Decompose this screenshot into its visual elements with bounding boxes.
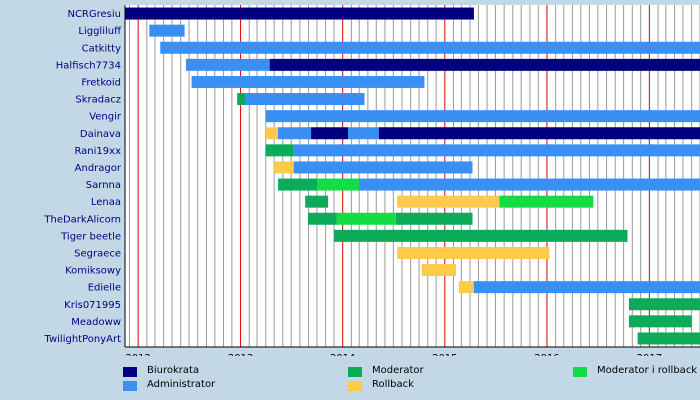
- user-label: Dainava: [80, 129, 121, 140]
- user-label: Edielle: [88, 283, 121, 294]
- role-bar-administrator: [245, 93, 365, 106]
- role-bar-administrator: [278, 127, 312, 140]
- legend-label-administrator: Administrator: [147, 379, 216, 390]
- role-bar-moderator: [237, 93, 246, 106]
- role-bar-moderator_rollback: [336, 212, 396, 225]
- role-bar-administrator: [473, 281, 700, 294]
- role-bar-moderator: [278, 178, 317, 191]
- legend-label-moderator: Moderator: [372, 365, 424, 376]
- role-bar-administrator: [191, 75, 425, 88]
- role-bar-administrator: [160, 41, 700, 54]
- role-bar-moderator: [334, 229, 628, 242]
- role-bar-rollback: [265, 127, 279, 140]
- role-bar-administrator: [359, 178, 700, 191]
- user-label: Rani19xx: [74, 146, 121, 157]
- role-bar-administrator: [293, 144, 700, 157]
- user-label: Catkitty: [82, 43, 121, 54]
- role-bar-moderator_rollback: [316, 178, 360, 191]
- role-bar-moderator: [305, 195, 329, 208]
- role-bar-moderator: [265, 144, 294, 157]
- user-label: Liggliluff: [78, 26, 122, 37]
- role-bar-rollback: [458, 281, 474, 294]
- user-label: Meadoww: [71, 317, 121, 328]
- role-bar-moderator: [628, 315, 692, 328]
- user-label: Sarnna: [86, 180, 121, 191]
- user-label: Vengir: [89, 112, 122, 123]
- legend-swatch-moderator-rollback: [573, 367, 587, 377]
- role-bar-administrator: [149, 24, 185, 37]
- role-bar-administrator: [348, 127, 379, 140]
- user-label: TwilightPonyArt: [44, 334, 122, 345]
- legend-swatch-administrator: [123, 381, 137, 391]
- user-label: Skradacz: [75, 95, 121, 106]
- role-bar-rollback: [274, 161, 294, 174]
- user-label: Andragor: [75, 163, 122, 174]
- user-label: Komiksowy: [65, 266, 121, 277]
- legend-swatch-moderator: [348, 367, 362, 377]
- role-bar-rollback: [397, 246, 550, 259]
- role-bar-biurokrata: [269, 58, 700, 71]
- legend: Biurokrata Administrator Moderator Rollb…: [0, 356, 700, 400]
- role-bar-moderator: [628, 298, 700, 311]
- user-label: Kris071995: [64, 300, 121, 311]
- role-bar-moderator: [637, 332, 700, 345]
- legend-label-rollback: Rollback: [372, 379, 414, 390]
- role-bar-moderator_rollback: [499, 195, 594, 208]
- legend-label-moderator-rollback: Moderator i rollback: [597, 365, 698, 376]
- legend-label-biurokrata: Biurokrata: [147, 365, 200, 376]
- user-label: Lenaa: [91, 197, 121, 208]
- role-bar-moderator: [395, 212, 473, 225]
- role-bar-administrator: [265, 110, 700, 123]
- role-bar-moderator: [307, 212, 337, 225]
- user-label: TheDarkAlicorn: [43, 214, 121, 225]
- user-label: Segraece: [74, 248, 121, 259]
- plot-area: [125, 5, 700, 347]
- user-label: Halfisch7734: [56, 60, 121, 71]
- role-bar-rollback: [397, 195, 500, 208]
- timeline-plot: NCRGresiu Liggliluff Catkitty Halfisch7734 F…: [43, 5, 700, 364]
- user-label: Fretkoid: [81, 77, 121, 88]
- role-bar-biurokrata: [378, 127, 700, 140]
- user-label: NCRGresiu: [67, 9, 121, 20]
- legend-swatch-biurokrata: [123, 367, 137, 377]
- role-bar-biurokrata: [125, 7, 474, 20]
- user-label: Tiger beetle: [60, 231, 121, 242]
- role-bar-administrator: [185, 58, 270, 71]
- role-bar-rollback: [421, 264, 457, 277]
- role-bar-administrator: [293, 161, 473, 174]
- legend-swatch-rollback: [348, 381, 362, 391]
- role-bar-biurokrata: [311, 127, 349, 140]
